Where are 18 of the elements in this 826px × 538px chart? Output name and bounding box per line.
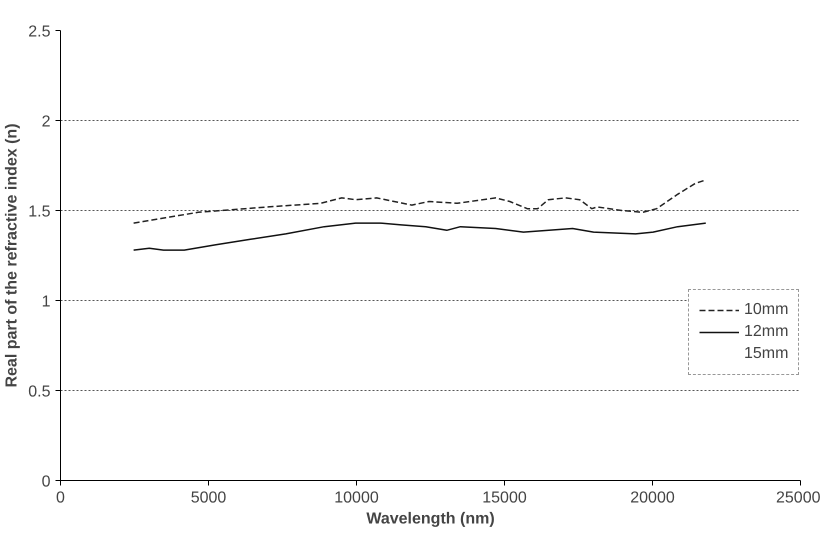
x-tick-label: 20000 xyxy=(630,490,675,506)
x-tick-label: 0 xyxy=(56,490,66,506)
y-tick-label: 1.5 xyxy=(28,204,51,220)
legend-label: 10mm xyxy=(744,301,788,319)
y-tick-label: 1 xyxy=(42,294,51,310)
x-tick-label: 25000 xyxy=(776,490,821,506)
text: 15mm xyxy=(744,345,788,363)
x-tick-label: 10000 xyxy=(334,490,379,506)
y-tick-label: 0.5 xyxy=(28,384,51,400)
x-tick-label: 15000 xyxy=(482,490,527,506)
y-axis-title: Real part of the refractive index (n) xyxy=(3,123,20,388)
y-tick-label: 0 xyxy=(42,474,51,490)
y-tick-label: 2 xyxy=(42,114,51,130)
legend-label: 12mm xyxy=(744,323,788,341)
line-series xyxy=(132,222,707,251)
x-axis-title: Wavelength (nm) xyxy=(366,510,495,528)
y-tick-label: 2.5 xyxy=(28,24,51,40)
x-tick-label: 5000 xyxy=(190,490,226,506)
